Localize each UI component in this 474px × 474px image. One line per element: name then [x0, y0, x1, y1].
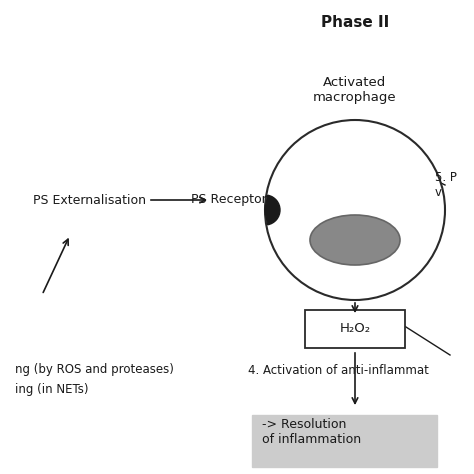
Bar — [252, 415, 437, 467]
Text: -> Resolution
of inflammation: -> Resolution of inflammation — [262, 418, 361, 446]
Text: ing (in NETs): ing (in NETs) — [15, 383, 89, 396]
Bar — [305, 310, 405, 348]
Text: Phase II: Phase II — [321, 15, 389, 29]
Text: H₂O₂: H₂O₂ — [339, 322, 371, 336]
Text: PS Externalisation: PS Externalisation — [34, 193, 146, 207]
Circle shape — [265, 120, 445, 300]
Wedge shape — [265, 195, 280, 225]
Text: PS Receptors: PS Receptors — [191, 193, 273, 207]
Text: ng (by ROS and proteases): ng (by ROS and proteases) — [15, 364, 174, 376]
Text: 4. Activation of anti-inflammat: 4. Activation of anti-inflammat — [248, 364, 429, 376]
Ellipse shape — [310, 215, 400, 265]
Text: Activated
macrophage: Activated macrophage — [313, 76, 397, 104]
Text: 5. P
v: 5. P v — [435, 171, 457, 199]
